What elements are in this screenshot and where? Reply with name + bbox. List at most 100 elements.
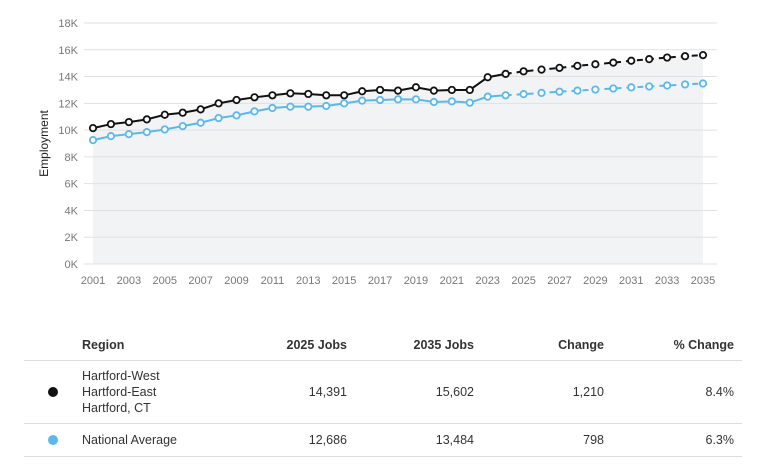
data-point [698,79,708,88]
legend-dot-icon [48,387,58,397]
data-point [322,101,331,111]
employment-line-chart: 0K 2K 4K 6K 8K 10K 12K 14K 16K 18K 2001 2003 2005 200… [37,18,717,287]
jobs-2035-value: 15,602 [435,385,474,399]
data-point [465,85,474,95]
legend-dot-cell [24,387,82,397]
x-tick-label: 2001 [81,275,105,287]
employment-chart: 0K 2K 4K 6K 8K 10K 12K 14K 16K 18K 2001 2003 2005 200… [37,18,717,287]
data-point [393,86,403,95]
y-tick-label: 14K [58,72,78,84]
y-tick-label: 4K [65,205,79,217]
data-point [268,91,277,100]
data-point [286,102,295,111]
data-point [680,80,690,89]
data-point [698,51,708,60]
pct-change-value: 6.3% [705,433,735,447]
data-point [322,91,331,100]
data-point [268,103,277,113]
region-name: National Average [82,432,252,448]
x-tick-label: 2031 [619,275,643,287]
x-tick-label: 2023 [475,275,499,287]
x-tick-label: 2009 [224,275,248,287]
data-point [124,130,133,139]
x-tick-label: 2025 [511,275,535,287]
change-value: 1,210 [572,385,604,399]
data-point [160,125,169,134]
data-point [627,83,636,92]
data-point [393,95,403,104]
y-tick-label: 16K [58,45,78,57]
header-change: Change [558,338,604,352]
x-tick-label: 2007 [188,275,212,287]
data-point [142,115,151,124]
y-axis-title: Employment [37,109,51,176]
header-region: Region [82,338,125,352]
data-point [178,108,187,117]
data-point [250,107,259,116]
data-point [501,69,510,78]
x-tick-label: 2033 [655,275,679,287]
data-point [501,91,510,100]
chart-area-fill [93,55,703,265]
header-pct-change: % Change [673,338,734,352]
data-point [591,85,600,94]
data-point [196,118,205,127]
data-point [483,92,492,101]
data-point [573,61,582,70]
region-name-line: Hartford-West [82,369,160,383]
header-2035-jobs: 2035 Jobs [413,338,474,352]
y-tick-label: 18K [58,18,78,30]
x-tick-label: 2017 [368,275,392,287]
data-point [447,97,456,106]
y-tick-label: 6K [65,179,79,191]
data-point [465,98,474,107]
y-tick-label: 2K [65,232,79,244]
data-point [106,119,116,129]
data-point [627,56,636,65]
data-point [358,87,367,96]
data-point [232,111,241,120]
data-point [106,132,116,141]
data-point [573,86,582,95]
data-point [411,95,421,104]
data-point [645,82,654,91]
pct-change-value: 8.4% [705,385,735,399]
data-point [124,117,133,127]
y-tick-label: 8K [65,152,79,164]
jobs-2025-value: 14,391 [308,385,347,399]
data-point [519,90,528,99]
x-tick-label: 2021 [440,275,464,287]
header-2025-jobs: 2025 Jobs [286,338,347,352]
data-point [196,105,205,114]
data-point [663,53,672,62]
data-point [214,99,223,108]
data-point [591,60,600,69]
data-point [447,85,456,95]
employment-table: Region 2025 Jobs 2035 Jobs Change % Chan… [24,330,742,457]
legend-dot-cell [24,435,82,445]
data-point [178,121,187,131]
data-point [680,52,690,61]
data-point [88,124,98,133]
change-value: 798 [583,433,604,447]
region-name: Hartford-West Hartford-East Hartford, CT [82,368,252,416]
data-point [519,67,528,76]
data-point [375,85,385,95]
data-point [358,96,367,105]
x-tick-label: 2029 [583,275,607,287]
region-name-line: Hartford-East [82,385,157,399]
y-tick-label: 12K [58,98,78,110]
data-point [232,95,241,105]
table-header-row: Region 2025 Jobs 2035 Jobs Change % Chan… [24,330,742,361]
y-tick-label: 10K [58,125,78,137]
data-point [340,99,349,108]
data-point [555,63,564,72]
data-point [555,87,564,96]
data-point [160,110,169,119]
x-tick-label: 2013 [296,275,320,287]
data-point [609,58,618,67]
jobs-2035-value: 13,484 [435,433,474,447]
data-point [340,91,349,100]
data-point [142,128,151,137]
data-point [250,93,259,102]
